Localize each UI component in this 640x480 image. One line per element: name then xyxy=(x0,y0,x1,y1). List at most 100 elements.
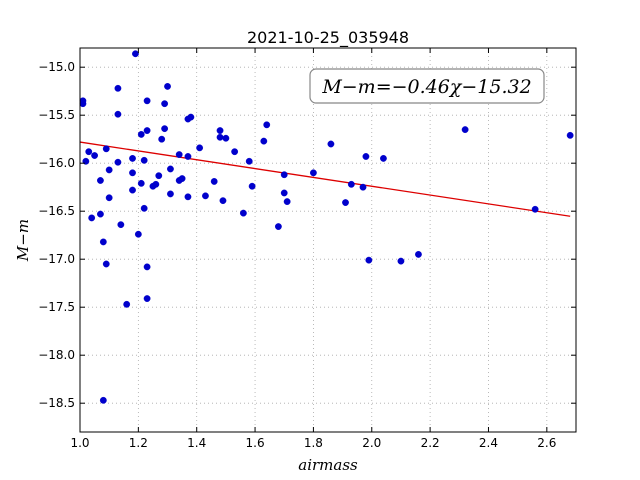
data-point xyxy=(105,166,113,174)
x-tick-label: 1.6 xyxy=(246,436,265,450)
data-point xyxy=(415,250,422,258)
data-point xyxy=(155,172,163,180)
data-point xyxy=(380,154,387,162)
data-point xyxy=(274,223,282,230)
data-point xyxy=(184,153,192,160)
data-point xyxy=(97,210,104,218)
x-tick-label: 2.2 xyxy=(421,436,440,450)
data-point xyxy=(210,178,218,185)
x-tick-label: 2.0 xyxy=(362,436,381,450)
data-point xyxy=(97,177,104,184)
data-point xyxy=(531,205,539,213)
data-point xyxy=(114,110,122,118)
data-point xyxy=(152,180,160,188)
data-point xyxy=(140,156,148,164)
data-point xyxy=(85,148,93,156)
data-point xyxy=(231,148,239,156)
fit-line-group xyxy=(79,141,571,217)
x-tick-label: 2.4 xyxy=(479,436,498,450)
y-tick-label: −17.5 xyxy=(38,300,75,314)
data-point xyxy=(566,131,574,139)
chart-title: 2021-10-25_035948 xyxy=(247,28,409,48)
data-point xyxy=(184,193,192,201)
data-point xyxy=(461,126,469,134)
data-point xyxy=(263,121,271,129)
data-point xyxy=(102,260,110,268)
data-point xyxy=(167,190,174,198)
data-point xyxy=(248,182,256,190)
y-tick-label: −18.0 xyxy=(38,348,75,362)
data-point xyxy=(280,171,288,179)
data-point xyxy=(260,137,268,145)
data-points xyxy=(79,50,574,404)
data-point xyxy=(397,257,405,265)
data-point xyxy=(283,198,291,206)
data-point xyxy=(178,175,186,182)
data-point xyxy=(167,165,174,173)
data-point xyxy=(88,214,96,222)
annotation-box xyxy=(309,68,545,104)
y-tick-label: −15.0 xyxy=(38,60,75,74)
data-point xyxy=(164,83,171,90)
fit-annotation: M−m=−0.46χ−15.32 xyxy=(309,68,545,104)
data-point xyxy=(216,127,224,134)
fit-line xyxy=(79,141,571,217)
x-tick-label: 1.0 xyxy=(70,436,89,450)
data-point xyxy=(79,100,87,108)
grid xyxy=(79,48,576,432)
data-point xyxy=(359,183,367,191)
data-point xyxy=(117,221,125,229)
data-point xyxy=(347,180,355,188)
data-point xyxy=(99,238,107,246)
data-point xyxy=(158,135,166,143)
data-point xyxy=(114,158,122,166)
axis-ticks: 1.0 1.2 1.4 1.6 1.8 2.0 2.2 2.4 2.6 −15.0 −15.5 −16… xyxy=(38,48,576,450)
x-tick-label: 2.6 xyxy=(537,436,556,450)
x-tick-label: 1.4 xyxy=(187,436,206,450)
y-tick-label: −16.5 xyxy=(38,204,75,218)
data-point xyxy=(129,169,136,177)
data-point xyxy=(99,396,107,404)
data-point xyxy=(143,263,151,271)
data-point xyxy=(196,144,204,152)
data-point xyxy=(137,179,145,187)
data-point xyxy=(132,50,139,58)
data-point xyxy=(114,84,122,92)
data-point xyxy=(239,209,247,217)
data-point xyxy=(102,145,110,153)
data-point xyxy=(137,130,145,138)
data-point xyxy=(202,192,209,200)
y-tick-label: −18.5 xyxy=(38,396,75,410)
annotation-text: M−m=−0.46χ−15.32 xyxy=(321,76,531,98)
data-point xyxy=(143,295,151,302)
data-point xyxy=(140,204,148,212)
data-point xyxy=(365,256,373,264)
data-point xyxy=(219,197,227,205)
x-axis-label: airmass xyxy=(298,456,358,474)
data-point xyxy=(310,169,317,177)
data-point xyxy=(222,134,230,142)
data-point xyxy=(134,230,142,238)
data-point xyxy=(91,152,98,159)
x-tick-label: 1.2 xyxy=(129,436,148,450)
data-point xyxy=(327,140,335,148)
data-point xyxy=(342,199,349,206)
y-tick-label: −17.0 xyxy=(38,252,75,266)
data-point xyxy=(245,157,253,165)
data-point xyxy=(161,125,169,133)
x-tick-label: 1.8 xyxy=(304,436,323,450)
data-point xyxy=(362,153,370,160)
data-point xyxy=(143,97,151,105)
data-point xyxy=(161,100,169,108)
data-point xyxy=(175,151,183,158)
data-point xyxy=(123,300,131,308)
data-point xyxy=(105,194,113,202)
data-point xyxy=(143,127,151,134)
data-point xyxy=(216,133,224,141)
y-tick-label: −15.5 xyxy=(38,108,75,122)
data-point xyxy=(129,186,136,194)
y-tick-label: −16.0 xyxy=(38,156,75,170)
data-point xyxy=(280,189,288,197)
plot-area-frame xyxy=(79,47,577,433)
